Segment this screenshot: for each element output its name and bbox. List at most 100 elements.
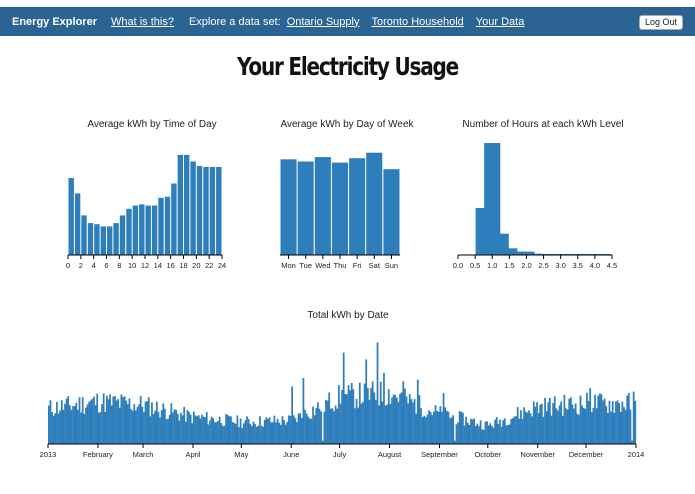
day-bar — [249, 423, 252, 444]
day-bar — [308, 418, 311, 444]
day-bar — [118, 407, 121, 444]
dataset-link-toronto-household[interactable]: Toronto Household — [371, 15, 464, 28]
day-bar — [220, 423, 223, 444]
day-bar — [371, 381, 374, 444]
day-bar — [231, 422, 234, 444]
day-bar — [386, 404, 389, 444]
day-bar — [550, 415, 553, 444]
day-bar — [307, 416, 310, 444]
day-bar — [484, 421, 487, 444]
day-bar — [194, 415, 197, 444]
day-bar — [204, 417, 207, 444]
day-bar — [278, 422, 281, 444]
day-bar — [191, 423, 194, 444]
day-bar — [539, 404, 542, 444]
day-bar — [252, 421, 255, 444]
day-bar — [426, 414, 429, 444]
day-bar — [192, 411, 195, 444]
day-bar — [452, 415, 455, 444]
day-bar — [615, 401, 617, 444]
day-bar — [605, 406, 608, 444]
day-bar — [376, 342, 379, 444]
day-bar — [133, 404, 136, 444]
day-bar — [199, 418, 202, 444]
day-bar — [402, 381, 405, 444]
day-bar — [587, 401, 590, 444]
day-bar — [189, 414, 192, 444]
x-tick-label: Mon — [281, 261, 296, 270]
hist-bar — [526, 253, 543, 255]
day-bar — [608, 400, 611, 444]
day-bar — [341, 389, 343, 444]
day-bar — [305, 413, 308, 444]
day-bar — [246, 416, 248, 444]
day-bar — [102, 393, 105, 444]
day-bar — [300, 418, 303, 444]
day-bar — [299, 413, 302, 444]
day-bar — [313, 415, 316, 444]
day-bar — [553, 396, 556, 444]
day-bar — [486, 421, 488, 444]
x-tick-label: May — [234, 450, 248, 459]
day-bar — [320, 411, 323, 444]
day-bar — [155, 401, 158, 444]
day-bar — [93, 396, 95, 444]
dataset-link-ontario-supply[interactable]: Ontario Supply — [286, 15, 360, 28]
bar-hour-7 — [113, 223, 119, 255]
day-bar — [250, 426, 253, 444]
day-bar — [378, 405, 381, 444]
day-bar — [180, 412, 182, 444]
day-bar — [218, 416, 221, 444]
day-bar — [291, 386, 294, 444]
day-bar — [384, 405, 387, 444]
day-bar — [555, 408, 558, 444]
day-bar — [114, 396, 116, 444]
day-bar — [149, 416, 152, 444]
day-bar — [518, 418, 521, 444]
day-bar — [526, 412, 529, 444]
day-bar — [230, 416, 232, 444]
day-bar — [236, 415, 239, 444]
day-bar — [62, 409, 65, 444]
day-bar — [321, 440, 324, 444]
day-bar — [569, 397, 572, 444]
bar-hour-12 — [145, 205, 151, 255]
day-bar — [520, 410, 522, 444]
day-bar — [468, 425, 471, 444]
day-bar — [226, 415, 229, 444]
x-tick-label: 10 — [128, 261, 136, 270]
day-bar — [85, 407, 87, 444]
day-bar — [184, 421, 187, 444]
x-tick-label: 3.5 — [573, 261, 583, 270]
x-tick-label: March — [133, 450, 154, 459]
day-bar — [516, 407, 519, 444]
x-tick-label: June — [283, 450, 299, 459]
x-tick-label: 6 — [104, 261, 108, 270]
day-bar — [315, 408, 318, 444]
day-bar — [67, 396, 70, 444]
x-tick-label: 2.0 — [521, 261, 531, 270]
day-bar — [463, 425, 466, 444]
day-bar — [537, 413, 540, 444]
day-bar — [466, 422, 469, 444]
x-tick-label: 2 — [79, 261, 83, 270]
day-bar — [64, 403, 66, 444]
day-bar — [331, 408, 334, 444]
day-bar — [511, 418, 514, 444]
app-brand[interactable]: Energy Explorer — [12, 15, 97, 28]
day-bar — [344, 394, 347, 444]
day-bar — [225, 414, 227, 444]
day-bar — [561, 415, 564, 444]
bar-tue — [297, 161, 314, 255]
dataset-link-your-data[interactable]: Your Data — [475, 15, 525, 28]
bar-hour-8 — [119, 215, 126, 255]
logout-button[interactable]: Log Out — [638, 15, 683, 30]
day-bar — [49, 400, 52, 444]
day-bar — [460, 411, 463, 444]
day-bar — [571, 404, 574, 444]
what-is-this-link[interactable]: What is this? — [110, 15, 174, 28]
day-bar — [507, 425, 509, 444]
day-bar — [296, 422, 298, 444]
day-bar — [479, 420, 482, 444]
x-tick-label: December — [569, 450, 604, 459]
